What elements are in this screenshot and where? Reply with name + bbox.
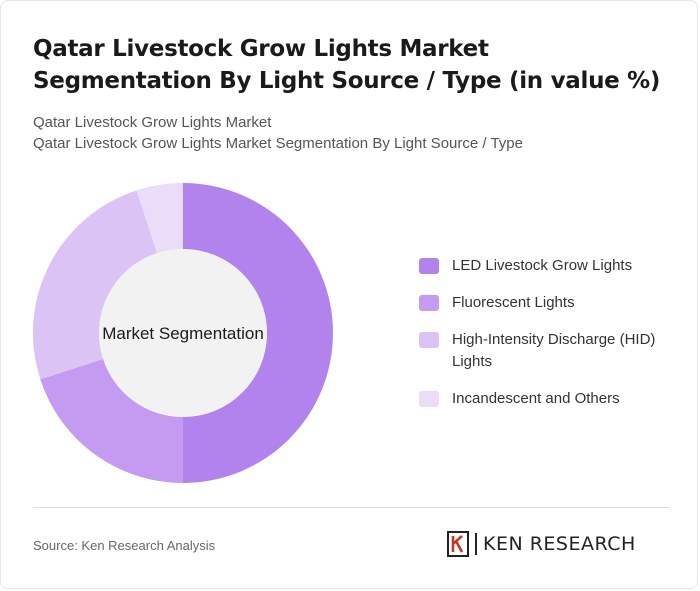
legend-swatch (419, 332, 439, 348)
legend-item: Incandescent and Others (419, 388, 689, 410)
donut-slice-fluorescent-lights (40, 358, 183, 483)
ken-research-logo-icon (447, 531, 469, 557)
logo-wordmark: KEN RESEARCH (483, 533, 636, 555)
ken-research-logo: KEN RESEARCH (447, 531, 636, 557)
legend-label: High-Intensity Discharge (HID) Lights (452, 331, 656, 370)
legend-label: Fluorescent Lights (452, 294, 575, 311)
legend-label: Incandescent and Others (452, 390, 620, 407)
footer-divider (33, 507, 669, 508)
legend-item: High-Intensity Discharge (HID) Lights (419, 329, 689, 373)
donut-center-label: Market Segmentation (102, 324, 264, 343)
legend-swatch (419, 391, 439, 407)
donut-slice-high-intensity-discharge-hid-lights (32, 190, 158, 380)
chart-title: Qatar Livestock Grow Lights Market Segme… (33, 36, 661, 94)
chart-legend: LED Livestock Grow Lights Fluorescent Lig… (419, 255, 689, 425)
legend-item: Fluorescent Lights (419, 292, 689, 314)
logo-separator (475, 533, 477, 555)
donut-slice-incandescent-and-others (136, 183, 183, 254)
donut-slice-led-livestock-grow-lights (183, 183, 333, 483)
source-note: Source: Ken Research Analysis (33, 538, 216, 553)
chart-subtitle-segmentation: Qatar Livestock Grow Lights Market Segme… (33, 135, 523, 152)
legend-item: LED Livestock Grow Lights (419, 255, 689, 277)
chart-subtitle-market: Qatar Livestock Grow Lights Market (33, 114, 272, 131)
legend-swatch (419, 258, 439, 274)
donut-chart: Market Segmentation (32, 183, 333, 483)
legend-label: LED Livestock Grow Lights (452, 257, 633, 274)
donut-hole (99, 249, 267, 417)
legend-swatch (419, 295, 439, 311)
